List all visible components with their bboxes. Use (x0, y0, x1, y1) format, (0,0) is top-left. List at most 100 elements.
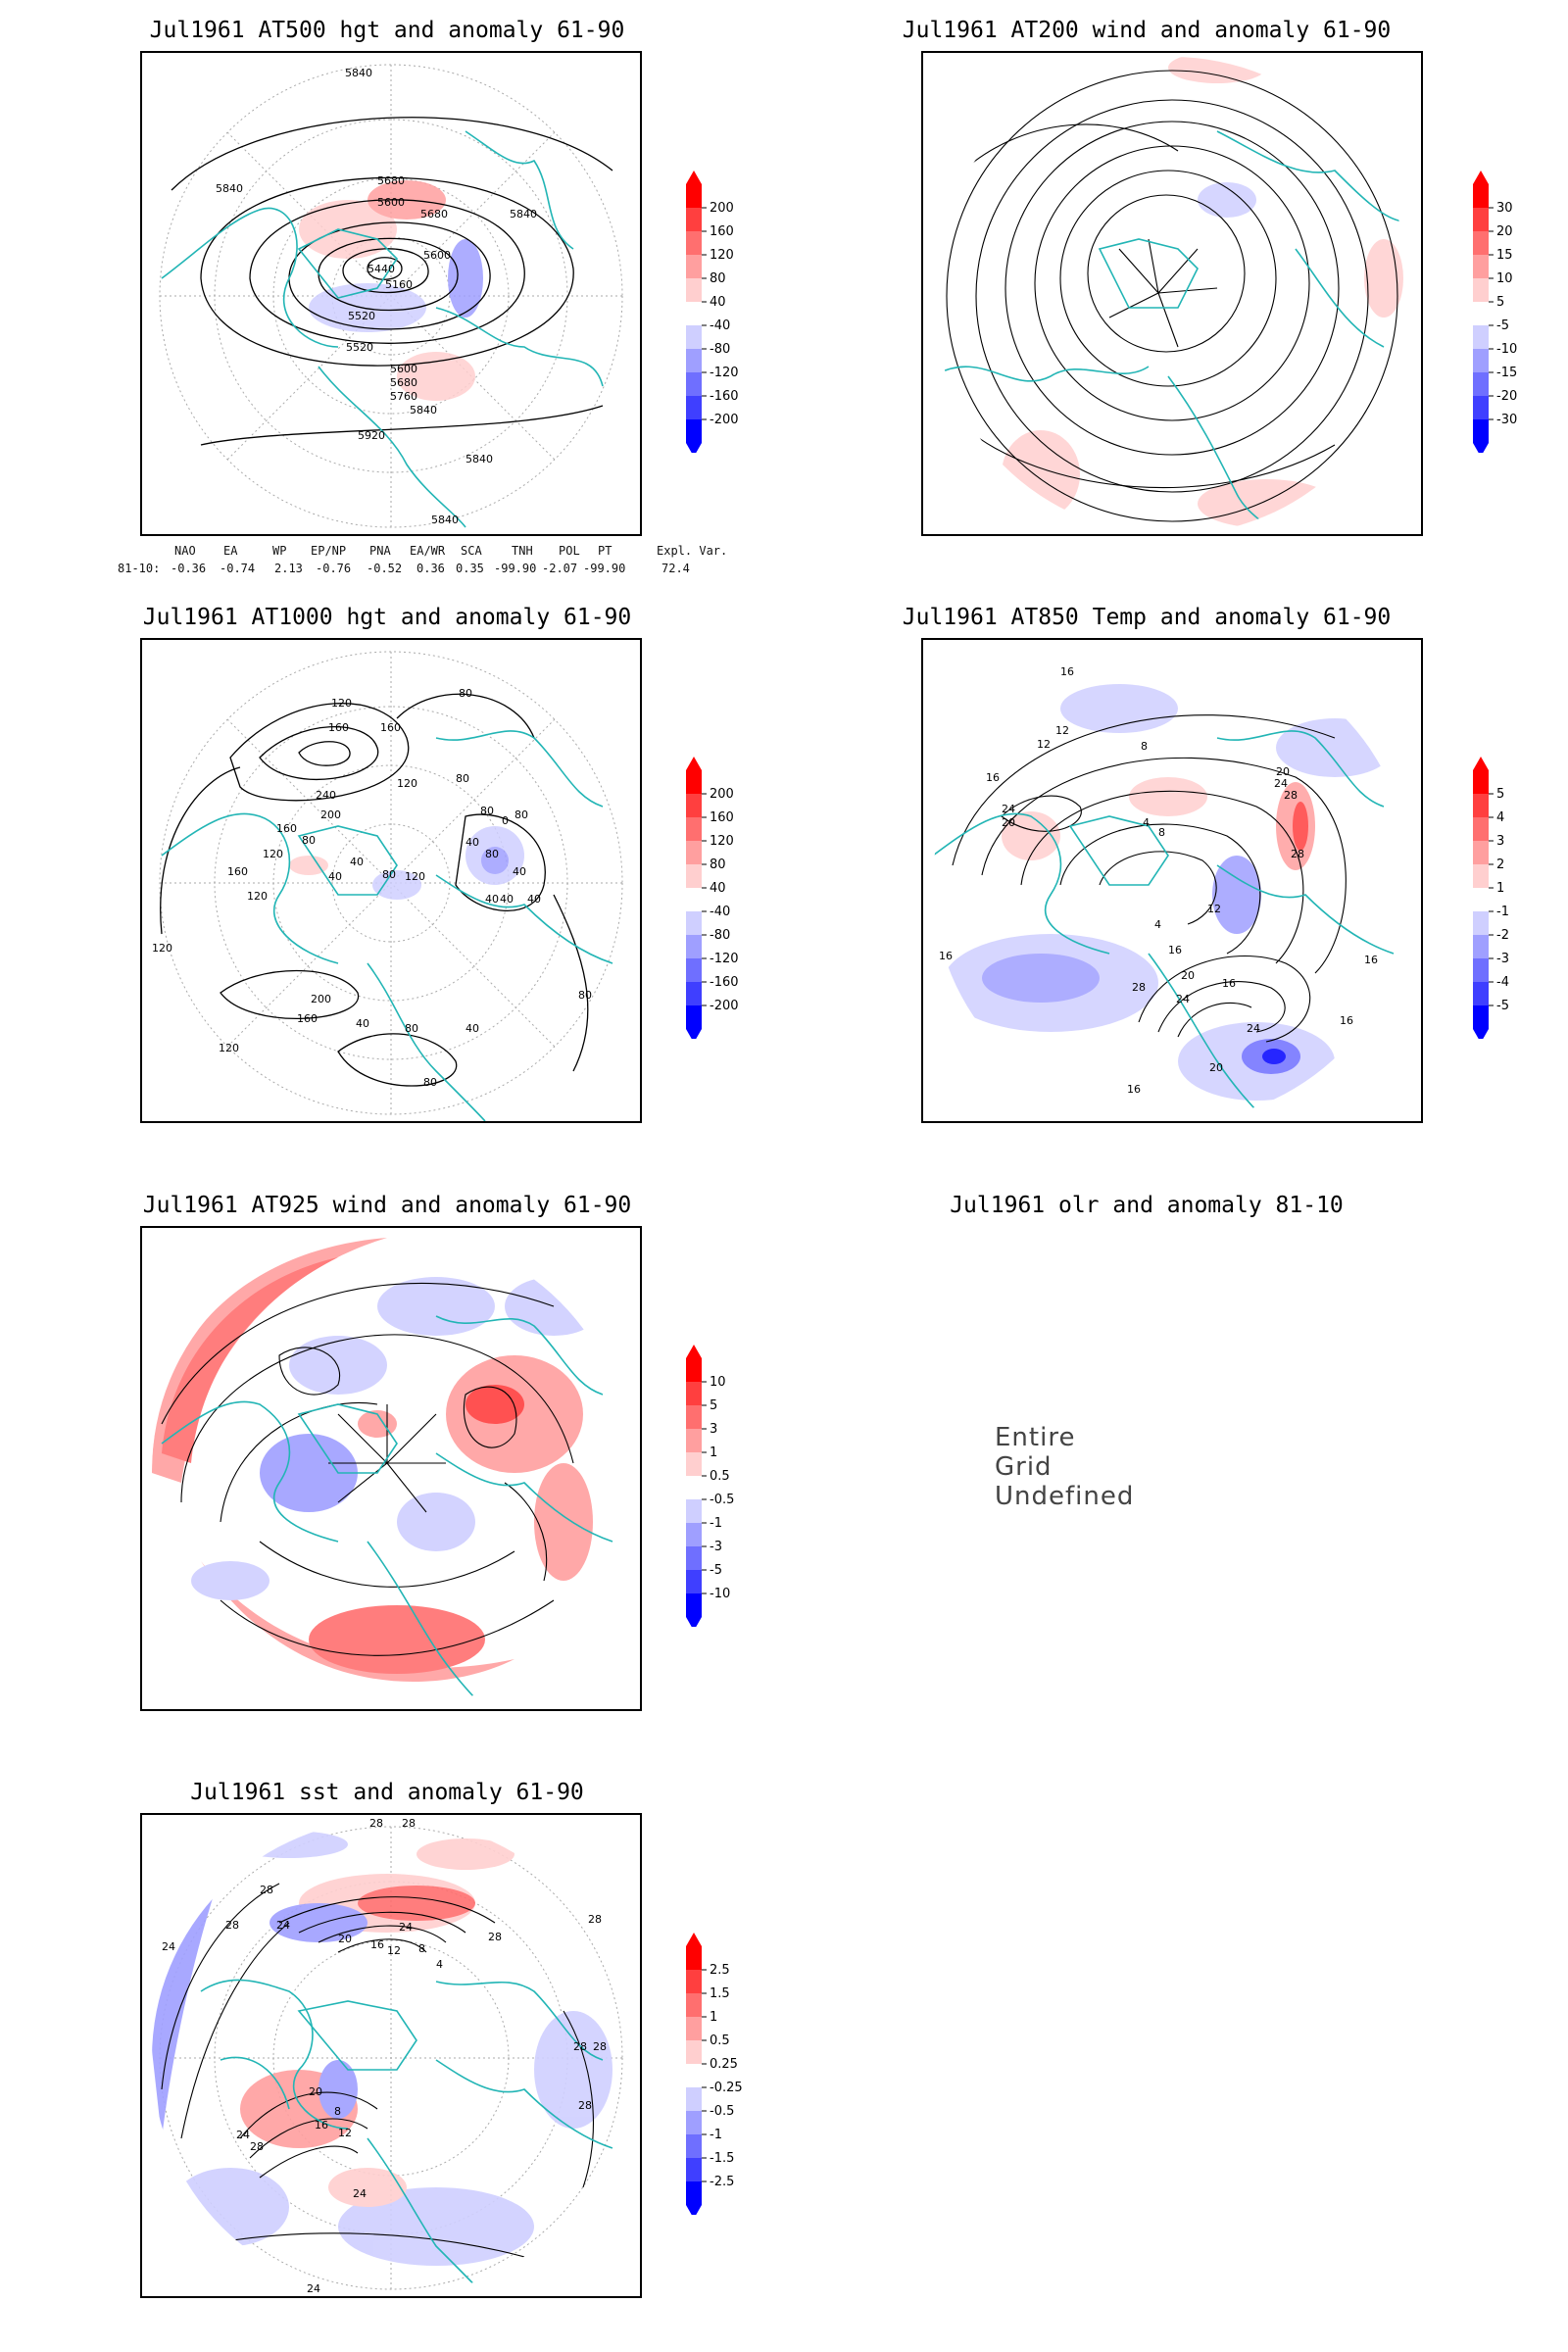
colorbar-bin (686, 231, 702, 255)
colorbar-bin (1473, 184, 1489, 208)
colorbar-bin (1473, 770, 1489, 794)
panel-title: Jul1961 AT850 Temp and anomaly 61-90 (902, 605, 1392, 630)
contour-label: 12 (1207, 903, 1221, 915)
colorbar-bin (1473, 911, 1489, 935)
colorbar-label: -1 (1496, 905, 1509, 919)
contour-label: 5160 (385, 278, 413, 291)
contour-label: 80 (514, 808, 528, 821)
colorbar-label: -0.5 (710, 1493, 734, 1507)
value-cell: 2.13 (274, 562, 303, 575)
colorbar-bin (686, 2158, 702, 2181)
contour-label: 160 (328, 721, 349, 734)
contour-label: 160 (380, 721, 401, 734)
panel-title: Jul1961 sst and anomaly 61-90 (190, 1780, 584, 1805)
colorbar-label: 4 (1496, 810, 1504, 825)
colorbar-label: 2 (1496, 858, 1504, 872)
contour-label: 24 (307, 2282, 320, 2295)
contour-label: 28 (260, 1884, 273, 1896)
colorbar-bin (686, 864, 702, 888)
coastlines (933, 730, 1395, 1121)
contour-label: 20 (309, 2085, 322, 2098)
colorbar-label: -2.5 (710, 2175, 734, 2189)
contour-label: 28 (250, 2140, 264, 2153)
contour-label: 20 (338, 1933, 352, 1945)
colorbar-bin (686, 278, 702, 302)
colorbar-label: 15 (1496, 248, 1513, 263)
contour-label: 80 (423, 1076, 437, 1089)
contour-label: 24 (399, 1921, 413, 1934)
colorbar-bin (686, 2017, 702, 2040)
colorbar-label: -0.25 (710, 2081, 743, 2095)
contour-label: 80 (485, 848, 499, 860)
colorbar-bin (686, 1382, 702, 1405)
colorbar-cap (1473, 757, 1489, 770)
map-svg: 5840 5840 5680 5600 5680 5440 5160 5520 … (159, 64, 623, 528)
temperature-contours (952, 714, 1347, 1043)
contour-label: 200 (320, 808, 341, 821)
header-cell: EA (223, 544, 238, 558)
panel-title: Jul1961 AT500 hgt and anomaly 61-90 (149, 18, 625, 43)
header-cell: PT (598, 544, 612, 558)
sst-contours (161, 1883, 594, 2267)
contour-label: 24 (276, 1919, 290, 1932)
contour-label: 80 (382, 868, 396, 881)
contour-label: 40 (356, 1017, 369, 1030)
contour-label: 24 (1002, 803, 1015, 815)
contour-labels: 16 12 12 8 16 24 20 20 24 28 4 8 12 28 1… (939, 665, 1378, 1096)
header-cell: TNH (512, 544, 533, 558)
colorbar-label: -120 (710, 952, 739, 966)
colorbar-bin (686, 2064, 702, 2087)
contour-label: 8 (1141, 740, 1148, 753)
contour-labels: 28 28 28 28 24 24 20 16 12 8 4 24 28 28 … (162, 1817, 607, 2295)
streamlines (946, 70, 1398, 522)
contour-label: 16 (1127, 1083, 1141, 1096)
contour-label: 5680 (420, 208, 448, 220)
contour-label: 40 (500, 893, 514, 906)
contour-label: 12 (387, 1944, 401, 1957)
contour-label: 28 (488, 1931, 502, 1943)
colorbar-label: 0.5 (710, 1469, 730, 1484)
colorbar-at1000: 200 160 120 80 40 -40 -80 -120 -160 -200 (686, 757, 739, 1039)
contour-label: 16 (939, 950, 953, 962)
contour-label: 20 (1181, 969, 1195, 982)
colorbar-at500: 200 160 120 80 40 -40 -80 -120 -160 -200 (686, 171, 739, 453)
colorbar-bin (686, 1499, 702, 1523)
colorbar-label: 1 (1496, 881, 1504, 896)
contour-label: 160 (276, 822, 297, 835)
colorbar-bin (686, 208, 702, 231)
contour-label: 12 (338, 2127, 352, 2139)
contour-label: 80 (302, 834, 316, 847)
contour-label: 5600 (377, 196, 405, 209)
map-svg: 28 28 28 28 24 24 20 16 12 8 4 24 28 28 … (152, 1817, 623, 2296)
header-cell: EP/NP (311, 544, 347, 558)
colorbar-bin (1473, 208, 1489, 231)
contour-label: 120 (247, 890, 268, 903)
colorbar-label: -0.5 (710, 2104, 734, 2119)
contour-label: 16 (1222, 977, 1236, 990)
colorbar-at925: 10 5 3 1 0.5 -0.5 -1 -3 -5 -10 (686, 1345, 734, 1627)
value-cell: -0.76 (316, 562, 352, 575)
colorbar-bin (686, 982, 702, 1005)
colorbar-bin (686, 888, 702, 911)
value-cell: 0.35 (456, 562, 484, 575)
colorbar-label: -2 (1496, 928, 1509, 943)
colorbar-label: -80 (710, 342, 730, 357)
header-cell: PNA (369, 544, 391, 558)
contour-label: 28 (402, 1817, 416, 1830)
colorbar-label: 0.5 (710, 2034, 730, 2048)
contour-label: 24 (1247, 1022, 1260, 1035)
colorbar-cap (686, 171, 702, 184)
contour-label: 28 (369, 1817, 383, 1830)
contour-label: 24 (162, 1940, 175, 1953)
colorbar-bin (686, 1570, 702, 1593)
colorbar-label: 5 (1496, 787, 1504, 802)
contour-label: 160 (227, 865, 248, 878)
contour-label: 40 (513, 865, 526, 878)
colorbar-label: -3 (1496, 952, 1509, 966)
anomaly-fill (289, 826, 524, 900)
colorbar-bin (1473, 255, 1489, 278)
colorbar-label: -5 (710, 1563, 722, 1578)
colorbar-bin (1473, 841, 1489, 864)
colorbar-label: 0.25 (710, 2057, 738, 2072)
colorbar-cap (686, 1345, 702, 1358)
